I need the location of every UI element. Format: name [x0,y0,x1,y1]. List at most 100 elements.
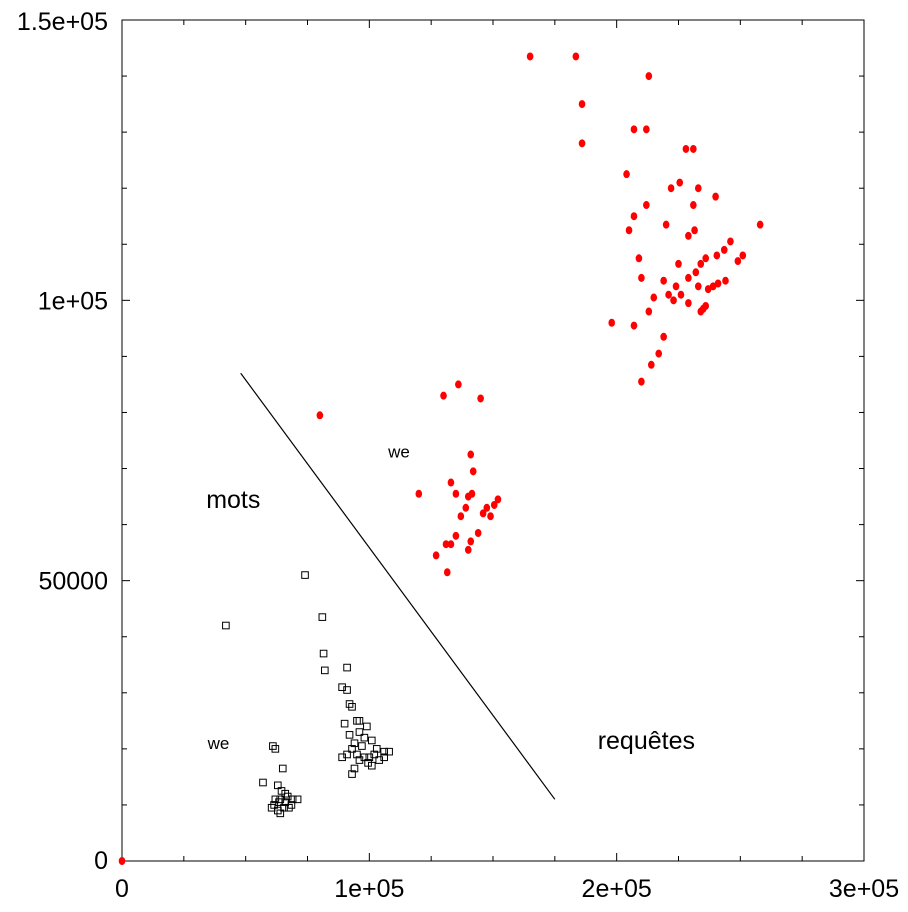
red-circle-point [665,290,672,299]
square-point [370,750,379,759]
plot-frame [121,19,865,862]
square-point [340,719,349,728]
red-circle-point [432,551,440,560]
red-circle-point [691,226,698,235]
annotation-label: we [207,734,230,753]
square-point [259,778,267,787]
red-circle-point [457,512,465,521]
red-circle-point [704,285,712,294]
x-tick-label: 1e+05 [334,875,404,903]
red-circle-point [694,184,702,193]
red-circle-point [578,100,586,109]
red-circle-point [118,857,126,865]
red-circle-point [440,391,447,400]
square-point [343,663,351,672]
square-point [348,745,356,753]
red-circle-point [462,503,470,512]
red-circle-point [623,170,630,179]
tick-labels: 0 1e+05 2e+05 3e+05 0 50000 1e+05 1.5e+05 [17,8,899,903]
separator-line [240,372,556,800]
y-tick-label: 50000 [38,568,108,596]
red-circle-point [662,220,670,229]
red-circle-point [682,144,690,153]
red-circle-point [756,220,764,229]
red-circle-point [709,282,717,291]
square-point [348,770,356,778]
square-point [271,745,280,753]
square-point [360,733,369,742]
red-circle-point [483,503,491,512]
square-point [301,571,309,579]
red-circle-point [643,125,650,134]
red-circle-point [467,450,475,459]
red-circle-point [494,495,502,504]
square-point [355,717,364,725]
annotation-label: requêtes [598,727,695,755]
red-circle-point [655,349,663,358]
red-circle-point [625,226,633,235]
square-point [368,736,376,745]
red-circle-point [660,332,667,341]
red-circle-point [638,377,645,386]
square-point [278,764,287,773]
square-point [385,747,393,756]
red-circle-point [650,293,658,302]
red-circle-point [464,545,472,554]
y-tick-label: 0 [94,847,108,875]
red-circle-point [468,489,476,498]
red-circle-point [474,529,482,538]
y-tick-label: 1.5e+05 [17,8,108,36]
red-circle-point [479,509,487,518]
data-points [118,52,764,865]
square-point [372,745,381,753]
red-circle-point [455,380,462,389]
red-circle-point [722,276,729,285]
square-point [348,703,356,711]
red-circle-point [714,279,722,288]
square-point [355,728,364,736]
square-point [343,686,351,694]
red-circle-point [692,268,700,277]
red-circle-point [702,254,710,263]
square-point [285,803,293,812]
square-point [350,764,359,773]
square-point [353,750,361,759]
red-circle-point [477,394,484,403]
square-point [355,756,364,764]
red-circle-point [647,360,655,369]
red-circle-point [316,411,324,420]
red-circle-point [443,568,451,577]
red-circle-point [638,273,645,282]
red-circle-point [447,540,455,549]
red-circle-point [645,307,653,316]
square-point [318,613,327,621]
y-tick-label: 1e+05 [38,287,108,315]
square-point [222,621,230,630]
square-point [293,795,302,804]
red-circle-point [415,489,423,498]
red-circle-point [635,254,643,263]
red-circle-point [645,72,653,81]
separator-line-layer [240,372,556,800]
axis-ticks [121,19,865,862]
red-circle-point [675,259,682,268]
red-circle-point [452,531,460,540]
x-tick-label: 3e+05 [829,875,899,903]
square-point [368,761,376,770]
square-point [350,739,359,748]
red-circle-point [442,540,450,549]
red-circle-point [734,257,742,266]
red-circle-point [452,489,460,498]
square-point [276,809,285,818]
red-circle-point [720,245,728,254]
square-point [353,717,361,725]
x-tick-label: 2e+05 [582,875,652,903]
square-point [321,666,329,675]
red-circle-point [713,251,721,260]
square-point [358,742,366,750]
red-circle-point [643,201,650,210]
red-circle-point [447,478,455,487]
red-circle-point [526,52,534,61]
red-circle-point [685,299,692,308]
